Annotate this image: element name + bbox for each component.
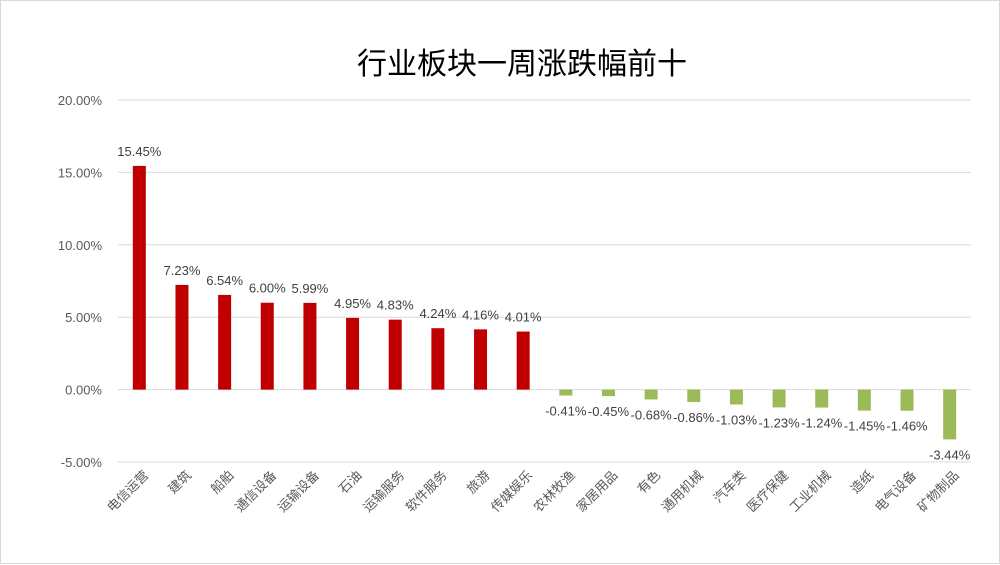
bar (559, 389, 573, 396)
data-label: 4.24% (419, 306, 456, 321)
bar (687, 389, 701, 403)
bar (346, 317, 360, 390)
x-tick-label: 通用机械 (659, 468, 706, 515)
x-tick-label: 建筑 (165, 468, 195, 498)
data-label: 6.54% (206, 273, 243, 288)
x-tick-label: 运输设备 (275, 468, 323, 516)
bar (601, 389, 615, 397)
data-label: -1.46% (886, 419, 928, 434)
gridlines (118, 99, 971, 463)
bar (516, 331, 530, 390)
data-label: -1.03% (716, 413, 758, 428)
data-label: -0.86% (673, 410, 715, 425)
bar (388, 319, 402, 390)
chart-title: 行业板块一周涨跌幅前十 (357, 47, 687, 82)
data-label: -1.23% (758, 415, 800, 430)
data-label: -0.68% (631, 407, 673, 422)
y-tick-label: 0.00% (65, 383, 102, 398)
bar (857, 389, 871, 411)
x-tick-label: 有色 (634, 468, 664, 498)
x-tick-label: 家居用品 (573, 468, 621, 516)
x-tick-label: 电气设备 (872, 468, 920, 516)
data-label: 4.01% (505, 310, 542, 325)
y-tick-label: 5.00% (65, 310, 102, 325)
x-tick-label: 软件服务 (403, 468, 451, 516)
bar (132, 165, 146, 390)
bar (772, 389, 786, 408)
x-tick-label: 石油 (336, 468, 365, 497)
x-tick-label: 船舶 (208, 468, 238, 498)
x-tick-label: 通信设备 (232, 468, 280, 516)
data-label: 15.45% (117, 144, 162, 159)
data-label: 4.83% (377, 298, 414, 313)
x-tick-label: 电信运营 (105, 468, 152, 515)
x-tick-label: 农林牧渔 (531, 468, 578, 515)
bar (218, 294, 232, 390)
data-label: 6.00% (249, 281, 286, 296)
data-label: 7.23% (164, 263, 201, 278)
data-label: -0.45% (588, 404, 630, 419)
bar (729, 389, 743, 405)
y-tick-label: -5.00% (61, 455, 103, 470)
x-tick-label: 工业机械 (787, 468, 834, 515)
y-tick-label: 10.00% (58, 238, 103, 253)
x-tick-label: 医疗保健 (745, 468, 792, 515)
x-tick-label: 汽车类 (710, 468, 749, 507)
x-tick-label: 造纸 (848, 468, 877, 497)
data-labels: 15.45% 7.23% 6.54% 6.00% 5.99% 4.95% 4.83% 4.24… (117, 144, 970, 463)
y-axis-tick-labels: 20.00% 15.00% 10.00% 5.00% 0.00% -5.00% (58, 93, 103, 470)
bars (132, 165, 957, 440)
data-label: 5.99% (291, 281, 328, 296)
data-label: 4.95% (334, 296, 371, 311)
bar (303, 302, 317, 390)
y-tick-label: 20.00% (58, 93, 103, 108)
data-label: -1.24% (801, 416, 843, 431)
data-label: -0.41% (545, 404, 587, 419)
data-label: -1.45% (844, 419, 886, 434)
x-tick-label: 旅游 (464, 468, 493, 497)
bar (175, 284, 189, 390)
bar (815, 389, 829, 408)
bar (431, 328, 445, 390)
x-tick-label: 矿物制品 (915, 468, 962, 515)
x-tick-label: 运输服务 (360, 468, 408, 516)
y-tick-label: 15.00% (58, 165, 103, 180)
data-label: 4.16% (462, 307, 499, 322)
bar (474, 329, 488, 390)
x-tick-label: 传媒娱乐 (489, 468, 536, 515)
bar (260, 302, 274, 390)
data-label: -3.44% (929, 447, 971, 462)
bar (900, 389, 914, 411)
bar (943, 389, 957, 440)
bar (644, 389, 658, 400)
